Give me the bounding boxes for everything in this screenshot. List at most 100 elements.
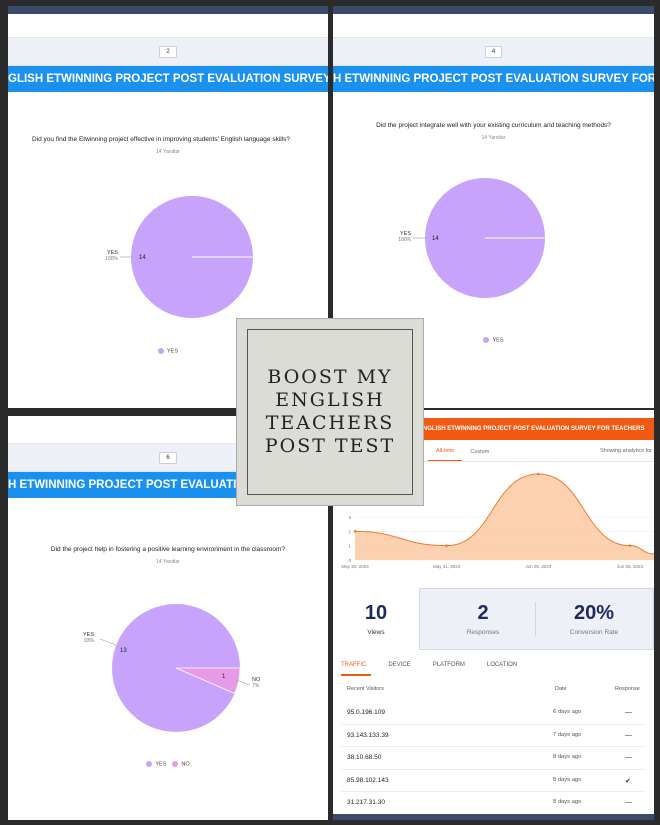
page-number[interactable]: 6 bbox=[159, 451, 177, 464]
pie-chart: YES 100% 14 bbox=[105, 196, 253, 318]
question-text: Did the project integrate well with your… bbox=[376, 122, 611, 129]
visitor-ip: 31.217.31.30 bbox=[347, 799, 385, 806]
y-tick-label: 0 bbox=[348, 558, 351, 563]
pie-label-yes: YES bbox=[83, 632, 94, 638]
visit-date: 8 days ago bbox=[553, 776, 582, 783]
pie-chart: YES 93% 13 NO 7% 1 bbox=[83, 604, 261, 732]
stat-value: 2 bbox=[477, 602, 489, 624]
pie-count: 14 bbox=[432, 236, 439, 242]
x-axis-ticks: May 30, 2023 May 31, 2023 Jun 05, 2023 Jun … bbox=[341, 564, 643, 569]
stat-value: 20% bbox=[573, 602, 615, 624]
x-tick-label: Jun 06, 2023 bbox=[617, 564, 644, 569]
legend-item-yes: YES bbox=[157, 348, 178, 355]
table-row[interactable]: 85.98.102.143 8 days ago ✔ bbox=[341, 770, 646, 792]
stat-responses: 2 Responses bbox=[433, 588, 533, 650]
visit-date: 7 days ago bbox=[553, 731, 582, 738]
response-dash: — bbox=[625, 754, 632, 761]
visitor-ip: 95.0.196.109 bbox=[347, 709, 385, 716]
pie-leader-line-yes bbox=[99, 638, 117, 646]
response-dash: — bbox=[625, 731, 632, 739]
pie-leader-line-no bbox=[235, 679, 251, 686]
data-point[interactable] bbox=[445, 544, 448, 547]
x-tick-label: May 30, 2023 bbox=[341, 564, 369, 569]
pie-count-yes: 13 bbox=[120, 648, 127, 654]
header-visitors: Recent Visitors bbox=[347, 686, 384, 692]
response-dash: — bbox=[625, 709, 632, 716]
table-row[interactable]: 31.217.31.30 8 days ago — bbox=[341, 792, 646, 815]
data-point[interactable] bbox=[353, 530, 357, 533]
tab-device[interactable]: DEVICE bbox=[388, 662, 411, 668]
legend-dot bbox=[172, 761, 179, 767]
legend-item-no: NO bbox=[172, 761, 190, 768]
tab-platform[interactable]: PLATFORM bbox=[432, 662, 465, 668]
table-row[interactable]: 38.10.68.50 8 days ago — bbox=[341, 747, 646, 770]
legend-item-yes: YES bbox=[146, 761, 166, 767]
legend-dot bbox=[483, 337, 490, 343]
title-card: BOOST MY ENGLISH TEACHERS POST TEST bbox=[236, 318, 424, 506]
data-point[interactable] bbox=[537, 472, 540, 476]
pagination-bar: 4 bbox=[333, 38, 654, 66]
y-axis-ticks: 0 1 2 3 bbox=[348, 515, 351, 563]
visit-date: 6 days ago bbox=[553, 709, 582, 715]
pie-percent: 100% bbox=[398, 237, 411, 243]
question-text: Did you find the Etwinning project effec… bbox=[32, 136, 291, 143]
pie-label: YES bbox=[400, 231, 411, 237]
visitor-ip: 85.98.102.143 bbox=[347, 776, 389, 784]
pie-label: YES bbox=[107, 250, 118, 256]
response-dash: — bbox=[625, 799, 632, 806]
pie-label-no: NO bbox=[252, 677, 261, 683]
chart-legend: YES bbox=[333, 337, 654, 343]
title-card-frame: BOOST MY ENGLISH TEACHERS POST TEST bbox=[247, 329, 413, 495]
y-tick-label: 1 bbox=[348, 544, 351, 549]
chart-legend: YES NO bbox=[8, 761, 328, 767]
showing-analytics-label: Showing analytics for bbox=[600, 448, 652, 454]
pie-chart: YES 100% 14 bbox=[398, 178, 545, 298]
survey-banner: H ETWINNING PROJECT POST EVALUATION SURV… bbox=[333, 66, 654, 92]
chart-legend: YES bbox=[8, 348, 328, 354]
legend-label: YES bbox=[155, 761, 167, 768]
title-line: ENGLISH bbox=[275, 389, 385, 411]
visitor-ip: 93.143.133.39 bbox=[347, 731, 389, 739]
tab-traffic[interactable]: TRAFFIC bbox=[341, 662, 367, 668]
visitor-ip: 38.10.68.50 bbox=[347, 754, 382, 761]
tab-location[interactable]: LOCATION bbox=[486, 662, 518, 668]
title-text: BOOST MY ENGLISH TEACHERS POST TEST bbox=[265, 366, 395, 458]
x-tick-label: Jun 05, 2023 bbox=[525, 564, 552, 569]
stat-views: 10 Views bbox=[333, 588, 419, 650]
banner-text: T MY ENGLISH ETWINNING PROJECT POST EVAL… bbox=[403, 426, 645, 432]
legend-label: YES bbox=[166, 348, 178, 355]
table-row[interactable]: 95.0.196.109 6 days ago — bbox=[341, 702, 646, 725]
top-strip bbox=[8, 6, 328, 14]
data-point[interactable] bbox=[628, 544, 632, 547]
pie-count: 14 bbox=[139, 255, 146, 261]
traffic-tabs: TRAFFIC DEVICE PLATFORM LOCATION bbox=[341, 662, 654, 668]
header-response: Response bbox=[615, 686, 640, 692]
header-date: Date bbox=[555, 686, 567, 692]
visit-date: 8 days ago bbox=[553, 799, 582, 805]
tab-custom[interactable]: Custom bbox=[470, 449, 490, 455]
pagination-bar: 2 bbox=[8, 38, 328, 66]
answer-count: 14 Yanıtlar bbox=[156, 149, 180, 155]
pie-percent-no: 7% bbox=[252, 683, 260, 689]
table-row[interactable]: 93.143.133.39 7 days ago — bbox=[341, 725, 646, 747]
survey-banner: GLISH ETWINNING PROJECT POST EVALUATION … bbox=[8, 66, 328, 92]
stats-row: 10 Views 2 Responses 20% Conversion Rate bbox=[333, 588, 654, 650]
y-tick-label: 3 bbox=[348, 515, 351, 520]
answer-count: 14 Yanıtlar bbox=[156, 559, 180, 565]
legend-item-yes: YES bbox=[483, 337, 504, 343]
x-tick-label: May 31, 2023 bbox=[433, 564, 461, 569]
data-points bbox=[353, 472, 632, 547]
page-number[interactable]: 2 bbox=[159, 45, 177, 58]
stat-label: Views bbox=[367, 629, 385, 636]
title-line: BOOST MY bbox=[267, 366, 393, 388]
answer-count: 14 Yanıtlar bbox=[481, 135, 506, 141]
page-number[interactable]: 4 bbox=[484, 45, 503, 58]
legend-label: NO bbox=[181, 761, 190, 768]
pie-percent-yes: 93% bbox=[84, 638, 95, 644]
title-line: POST TEST bbox=[264, 435, 396, 457]
stat-label: Conversion Rate bbox=[569, 629, 619, 636]
visit-date: 8 days ago bbox=[553, 754, 582, 760]
question-text: Did the project help in fostering a posi… bbox=[50, 546, 286, 553]
tab-all-time[interactable]: All-time bbox=[428, 448, 463, 461]
banner-text: GLISH ETWINNING PROJECT POST EVALUATION … bbox=[8, 73, 328, 85]
